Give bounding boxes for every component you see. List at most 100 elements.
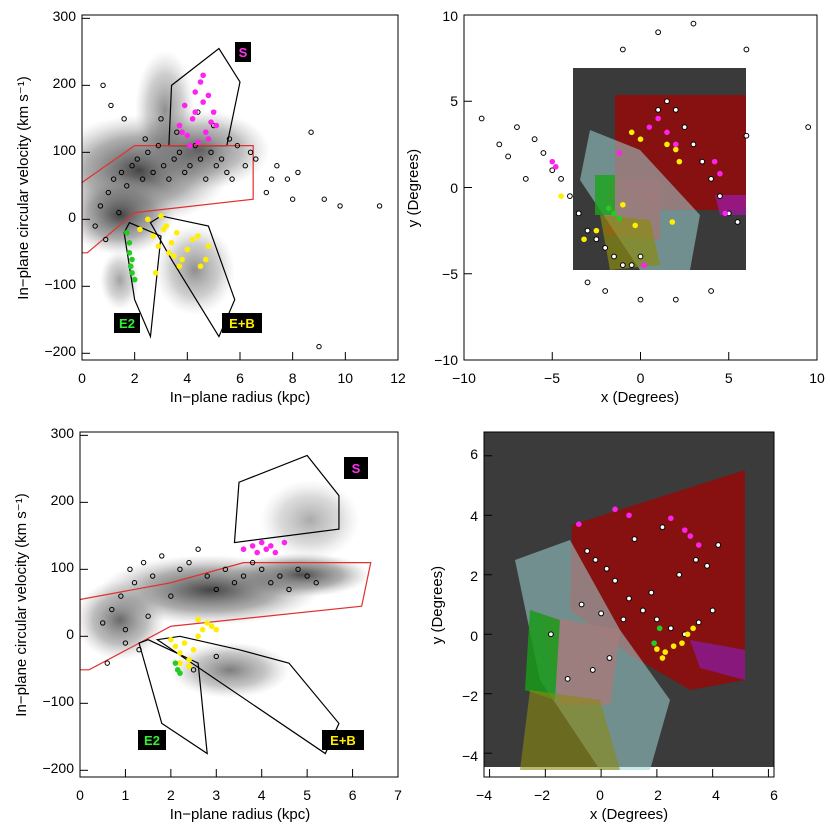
data-point-stars-circles: [564, 675, 571, 682]
data-point-s-stars: [655, 115, 661, 122]
data-point-stars-circles: [640, 607, 646, 614]
data-point-stars-circles: [263, 189, 270, 196]
data-point-e-b-stars: [176, 263, 183, 270]
data-point-e2-stars: [126, 250, 133, 256]
x-tick-label: −4: [476, 787, 492, 803]
data-point-stars-circles: [295, 566, 301, 573]
data-point-stars-circles: [218, 156, 225, 162]
y-tick-label: 200: [53, 75, 77, 91]
x-tick-label: 4: [258, 787, 266, 803]
data-point-e-b-stars: [213, 626, 220, 633]
data-point-stars-circles: [124, 183, 130, 189]
data-point-stars-circles: [140, 559, 147, 566]
data-point-stars-circles: [104, 660, 110, 666]
data-point-stars-circles: [659, 524, 666, 531]
data-point-stars-circles: [122, 626, 129, 633]
data-point-e-b-stars: [204, 620, 210, 626]
data-point-stars-circles: [313, 580, 319, 586]
y-tick-label: −100: [44, 276, 76, 292]
data-point-s-stars: [272, 549, 279, 556]
data-point-e-b-stars: [171, 253, 177, 259]
y-tick-label: 0: [66, 626, 74, 642]
data-point-stars-circles: [592, 556, 599, 563]
x-tick-label: 0: [596, 787, 604, 803]
data-point-s-stars: [184, 132, 191, 139]
data-point-e-b-stars: [684, 631, 691, 638]
data-point-stars-circles: [478, 115, 485, 122]
data-point-stars-circles: [142, 136, 148, 142]
data-point-stars-circles: [92, 223, 98, 229]
x-tick-label: 4: [183, 370, 191, 386]
data-point-stars-circles: [187, 163, 193, 169]
data-point-stars-circles: [653, 616, 660, 623]
data-point-stars-circles: [213, 653, 219, 660]
data-point-stars-circles: [648, 589, 655, 596]
data-point-e2-stars: [129, 270, 135, 276]
data-point-e-b-stars: [186, 663, 192, 670]
data-point-stars-circles: [116, 209, 122, 216]
y-axis-label: y (Degrees): [405, 149, 422, 227]
data-point-e-b-stars: [168, 239, 175, 246]
data-point-stars-circles: [584, 548, 591, 554]
data-point-stars-circles: [208, 149, 214, 156]
data-point-stars-circles: [259, 566, 265, 573]
data-point-stars-circles: [268, 176, 275, 182]
data-point-stars-circles: [584, 279, 591, 286]
data-point-e2-stars: [174, 667, 181, 673]
y-tick-label: −200: [44, 343, 76, 359]
data-point-e-b-stars: [145, 216, 151, 223]
data-point-e-b-stars: [676, 158, 683, 165]
data-point-e-b-stars: [679, 640, 685, 646]
data-point-e-b-stars: [137, 226, 143, 233]
y-tick-label: −4: [462, 748, 478, 764]
data-point-e-b-stars: [670, 643, 677, 649]
data-point-e-b-stars: [664, 141, 670, 148]
data-point-stars-circles: [268, 580, 274, 586]
data-point-stars-circles: [598, 610, 605, 617]
data-point-stars-circles: [664, 98, 670, 105]
region-eb-badge: [322, 730, 364, 750]
panel-top-left: 0 2 4 6 8 10 12 300 200 100 0 −100 −200 …: [15, 8, 406, 406]
data-point-e-b-stars: [195, 616, 201, 623]
data-point-stars-circles: [316, 343, 322, 350]
data-point-stars-circles: [690, 20, 697, 27]
data-point-e2-stars: [127, 263, 134, 270]
region-e2-badge: [138, 730, 166, 750]
data-point-stars-circles: [575, 210, 582, 217]
data-point-stars-circles: [100, 620, 106, 626]
data-point-stars-circles: [108, 102, 114, 109]
data-point-e-b-stars: [202, 256, 209, 263]
data-point-stars-circles: [667, 625, 674, 632]
data-point-e-b-stars: [186, 656, 192, 663]
data-point-stars-circles: [97, 203, 104, 209]
x-axis-label: x (Degrees): [601, 389, 679, 406]
data-point-s-stars: [664, 129, 670, 136]
data-point-stars-circles: [240, 573, 247, 579]
region-s-label: S: [239, 45, 248, 60]
data-point-stars-circles: [619, 262, 626, 269]
data-point-e-b-stars: [190, 646, 197, 653]
data-point-stars-circles: [578, 601, 585, 608]
data-point-e-b-stars: [593, 227, 600, 234]
data-point-s-stars: [213, 122, 220, 129]
data-point-e-b-stars: [669, 219, 676, 225]
data-point-stars-circles: [626, 595, 632, 602]
x-tick-label: 6: [349, 787, 357, 803]
data-point-stars-circles: [620, 616, 627, 623]
density-background: [80, 480, 370, 698]
y-tick-label: 0: [450, 180, 458, 196]
data-point-stars-circles: [695, 619, 702, 626]
data-point-s-stars: [200, 72, 206, 79]
data-point-s-stars: [576, 521, 582, 527]
y-tick-label: 4: [470, 508, 478, 524]
data-point-e-b-stars: [690, 625, 696, 632]
data-point-s-stars: [210, 109, 217, 115]
data-point-stars-circles: [805, 124, 812, 131]
region-eb-label: E+B: [330, 733, 356, 748]
data-point-stars-circles: [103, 236, 109, 243]
data-point-e-b-stars: [177, 660, 183, 666]
data-point-stars-circles: [743, 46, 750, 53]
data-point-stars-circles: [277, 573, 283, 579]
data-point-e-b-stars: [654, 646, 660, 652]
sky-image: [573, 68, 746, 270]
